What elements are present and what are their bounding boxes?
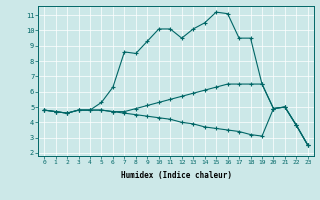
X-axis label: Humidex (Indice chaleur): Humidex (Indice chaleur) — [121, 171, 231, 180]
